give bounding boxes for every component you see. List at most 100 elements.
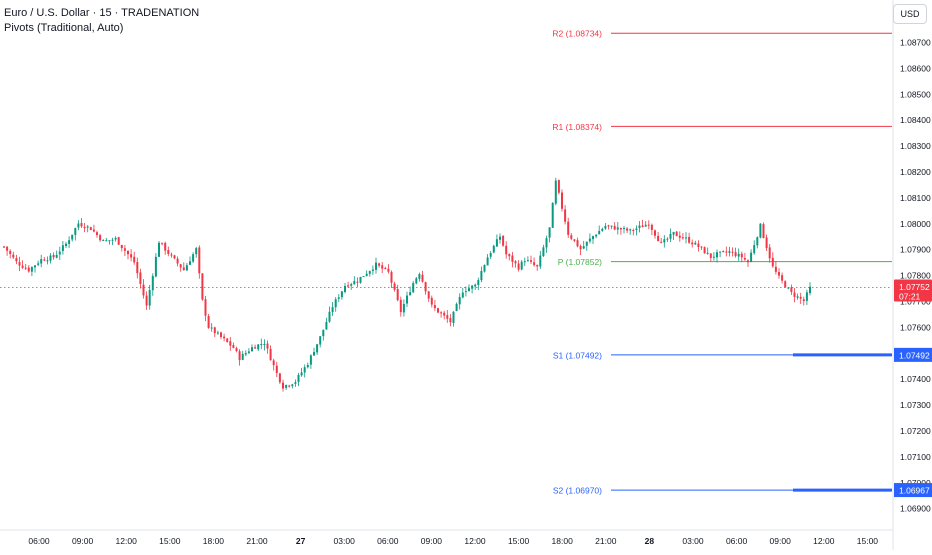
candle-body — [564, 209, 567, 222]
candle-body — [313, 352, 315, 356]
candle-body — [148, 289, 151, 306]
candle-body — [207, 315, 210, 328]
candle-body — [145, 295, 148, 306]
candle-body — [474, 284, 477, 287]
pivot-label: P (1.07852) — [558, 257, 602, 267]
candle-body — [24, 267, 27, 269]
pivot-axis-badge — [894, 347, 932, 362]
candle-body — [266, 343, 269, 349]
candle-body — [480, 270, 483, 281]
candle-body — [381, 265, 384, 269]
candle-body — [616, 227, 619, 230]
symbol-title: Euro / U.S. Dollar · 15 · TRADENATION — [4, 7, 200, 19]
candle-body — [371, 269, 374, 271]
candle-body — [409, 292, 412, 296]
candle-body — [325, 322, 328, 330]
candle-body — [133, 256, 136, 263]
candle-body — [362, 276, 365, 278]
candle-body — [728, 251, 731, 253]
candle-body — [55, 254, 58, 258]
candle-body — [579, 246, 582, 250]
candle-body — [9, 250, 12, 254]
candle-body — [483, 265, 486, 272]
candle-body — [421, 274, 424, 282]
candle-body — [712, 256, 715, 258]
candle-body — [43, 259, 46, 261]
candle-body — [688, 237, 691, 243]
candle-body — [781, 275, 784, 281]
candle-body — [37, 263, 40, 265]
candle-body — [46, 260, 49, 262]
candle-body — [412, 283, 415, 293]
candle-body — [526, 260, 529, 262]
candle-body — [458, 297, 461, 305]
candle-body — [759, 223, 762, 238]
candle-body — [378, 263, 381, 266]
candle-body — [533, 262, 536, 266]
candle-body — [762, 224, 765, 239]
candle-body — [440, 312, 443, 314]
candle-body — [517, 263, 520, 270]
candle-body — [582, 246, 585, 249]
candle-body — [554, 180, 557, 204]
candle-body — [753, 245, 756, 254]
candle-body — [508, 254, 511, 257]
x-tick-label: 28 — [645, 536, 655, 546]
y-tick-label: 1.07600 — [900, 322, 931, 332]
candle-body — [71, 234, 74, 240]
candle-body — [139, 272, 142, 284]
candle-body — [511, 255, 514, 262]
pivot-label: R2 (1.08734) — [552, 29, 602, 39]
y-tick-label: 1.08700 — [900, 38, 931, 48]
indicator-title: Pivots (Traditional, Auto) — [4, 22, 124, 34]
candle-body — [18, 262, 21, 266]
candle-body — [49, 255, 52, 261]
candle-body — [446, 315, 449, 319]
candle-body — [675, 231, 678, 237]
candle-body — [127, 250, 129, 255]
candle-body — [461, 292, 464, 298]
x-tick-label: 15:00 — [159, 536, 181, 546]
candle-body — [523, 261, 526, 263]
candle-body — [241, 353, 244, 360]
candle-body — [300, 372, 303, 376]
candle-body — [15, 258, 18, 262]
candle-body — [291, 384, 294, 387]
candle-body — [743, 257, 746, 260]
candle-body — [725, 251, 728, 253]
candle-body — [353, 280, 356, 285]
candle-body — [142, 284, 145, 296]
candle-body — [613, 226, 616, 230]
candle-body — [303, 367, 306, 373]
candle-body — [288, 385, 291, 387]
pivot-label: R1 (1.08374) — [552, 122, 602, 132]
x-tick-label: 21:00 — [246, 536, 268, 546]
current-price-badge — [894, 279, 932, 302]
candle-body — [247, 351, 250, 353]
current-price-text: 1.07752 — [899, 282, 930, 292]
candle-body — [796, 296, 799, 298]
y-tick-label: 1.08200 — [900, 167, 931, 177]
currency-button[interactable]: USD — [893, 4, 927, 24]
candle-body — [117, 237, 120, 245]
candle-body — [570, 235, 573, 239]
y-tick-label: 1.07200 — [900, 426, 931, 436]
candle-body — [393, 283, 396, 290]
candle-body — [30, 267, 33, 272]
candle-body — [123, 248, 126, 251]
candle-body — [322, 329, 325, 337]
candle-body — [477, 280, 480, 285]
candle-body — [232, 345, 235, 348]
x-tick-label: 27 — [296, 536, 306, 546]
candle-body — [251, 347, 253, 352]
candle-body — [536, 265, 539, 267]
x-tick-label: 15:00 — [508, 536, 530, 546]
candle-body — [223, 336, 226, 339]
candle-body — [235, 348, 238, 351]
candle-body — [784, 281, 787, 288]
x-tick-label: 06:00 — [28, 536, 50, 546]
candle-body — [6, 246, 9, 251]
candle-body — [86, 226, 89, 228]
